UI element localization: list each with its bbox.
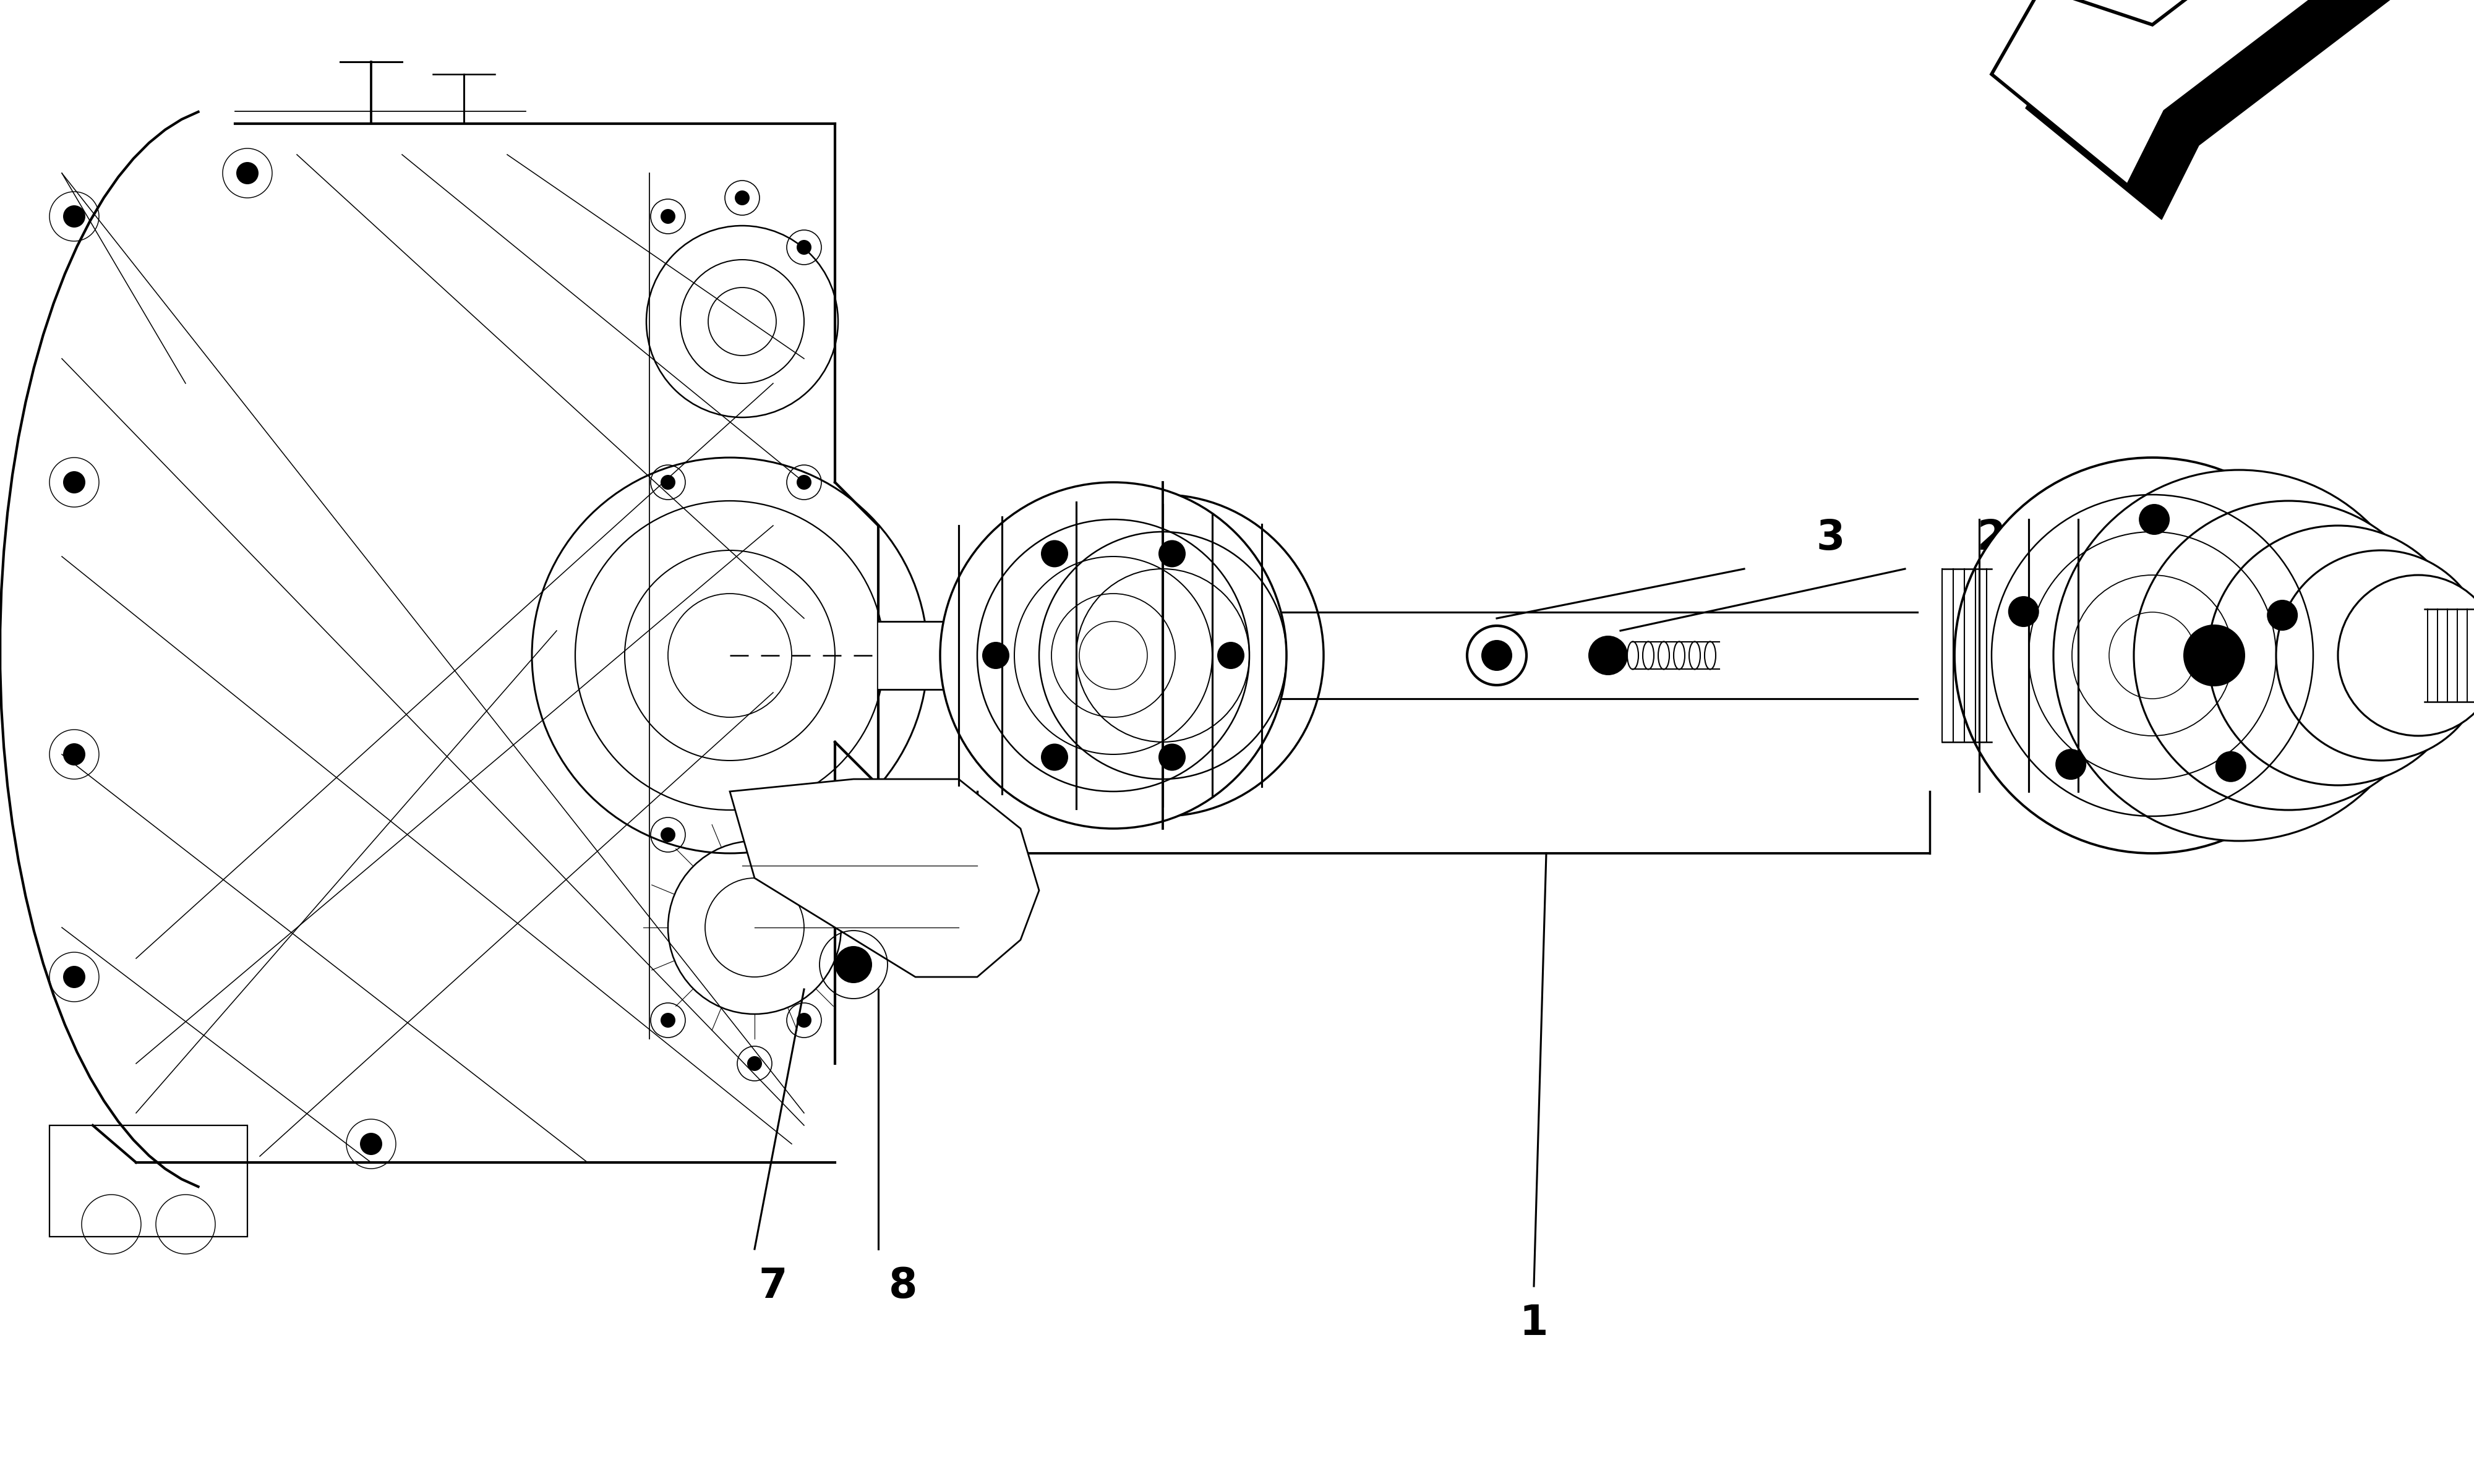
Circle shape (2053, 470, 2425, 841)
Circle shape (1042, 743, 1069, 770)
Circle shape (2209, 525, 2469, 785)
Text: 8: 8 (888, 1266, 918, 1306)
Circle shape (2056, 749, 2086, 779)
Text: 3: 3 (1816, 518, 1846, 558)
Circle shape (982, 641, 1009, 669)
Text: 2: 2 (1977, 518, 2006, 558)
Circle shape (661, 209, 675, 224)
Circle shape (2338, 574, 2474, 736)
Circle shape (1482, 640, 1512, 671)
Circle shape (940, 482, 1286, 828)
Circle shape (64, 472, 84, 493)
Circle shape (64, 205, 84, 227)
Polygon shape (730, 779, 1039, 976)
Polygon shape (2026, 0, 2459, 220)
Circle shape (661, 475, 675, 490)
Circle shape (747, 1057, 762, 1071)
Circle shape (1158, 540, 1185, 567)
Circle shape (64, 743, 84, 766)
Circle shape (2276, 551, 2474, 760)
Circle shape (1042, 540, 1069, 567)
Circle shape (797, 1012, 811, 1027)
Circle shape (2214, 751, 2246, 782)
Circle shape (1588, 635, 1628, 675)
Circle shape (661, 828, 675, 841)
Bar (49, 1125, 247, 1236)
Circle shape (2133, 500, 2444, 810)
Circle shape (361, 1132, 381, 1155)
Text: 1: 1 (1519, 1303, 1549, 1343)
Circle shape (735, 190, 750, 205)
Circle shape (2009, 597, 2039, 628)
Circle shape (1002, 494, 1324, 816)
Circle shape (238, 162, 257, 184)
Circle shape (64, 966, 84, 988)
Circle shape (797, 475, 811, 490)
Circle shape (661, 1012, 675, 1027)
Circle shape (797, 240, 811, 255)
Circle shape (836, 947, 871, 982)
Circle shape (1954, 457, 2350, 853)
Text: 7: 7 (760, 1266, 787, 1306)
Circle shape (1158, 743, 1185, 770)
Circle shape (2185, 625, 2246, 686)
Circle shape (1217, 641, 1244, 669)
Circle shape (2266, 600, 2298, 631)
Circle shape (797, 828, 811, 841)
Polygon shape (1992, 0, 2425, 186)
Circle shape (2140, 505, 2170, 534)
